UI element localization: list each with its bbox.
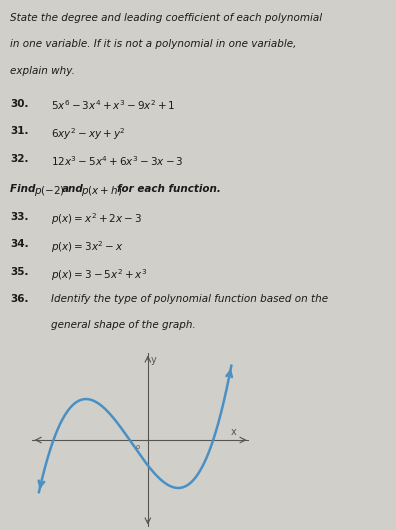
Text: Find: Find [10,184,39,194]
Text: $12x^3-5x^4+6x^3-3x-3$: $12x^3-5x^4+6x^3-3x-3$ [51,154,184,167]
Text: x: x [231,427,237,437]
Text: general shape of the graph.: general shape of the graph. [51,320,196,330]
Text: 34.: 34. [10,239,29,249]
Text: o: o [135,444,139,450]
Text: explain why.: explain why. [10,66,75,76]
Text: $p(x)=3-5x^2+x^3$: $p(x)=3-5x^2+x^3$ [51,267,148,282]
Text: 33.: 33. [10,211,29,222]
Text: 31.: 31. [10,126,29,136]
Text: in one variable. If it is not a polynomial in one variable,: in one variable. If it is not a polynomi… [10,39,296,49]
Text: 35.: 35. [10,267,29,277]
Text: 32.: 32. [10,154,29,164]
Text: and: and [61,184,83,194]
Text: for each function.: for each function. [117,184,221,194]
Text: 30.: 30. [10,99,29,109]
Text: 36.: 36. [10,294,29,304]
Text: State the degree and leading coefficient of each polynomial: State the degree and leading coefficient… [10,13,322,23]
Text: $p(x)=3x^2-x$: $p(x)=3x^2-x$ [51,239,124,255]
Text: $5x^6-3x^4+x^3-9x^2+1$: $5x^6-3x^4+x^3-9x^2+1$ [51,99,176,112]
Text: $p(x+h)$: $p(x+h)$ [81,184,122,198]
Text: $p(x)=x^2+2x-3$: $p(x)=x^2+2x-3$ [51,211,143,227]
Text: Identify the type of polynomial function based on the: Identify the type of polynomial function… [51,294,329,304]
Text: y: y [151,355,156,365]
Text: $6xy^2-xy+y^2$: $6xy^2-xy+y^2$ [51,126,126,142]
Text: $p(-2)$: $p(-2)$ [34,184,65,198]
